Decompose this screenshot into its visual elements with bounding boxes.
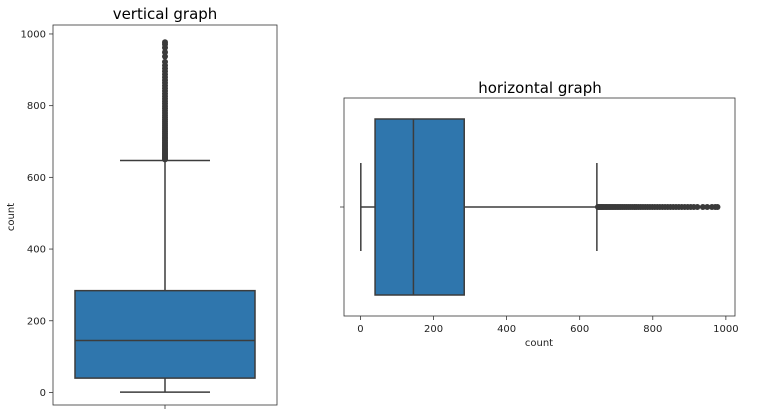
horizontal-outlier-point: [704, 204, 711, 210]
vertical-outlier-point: [162, 53, 168, 60]
vertical-chart-title: vertical graph: [113, 5, 218, 23]
vertical-outlier-point: [162, 39, 168, 46]
horizontal-x-tick-label: 800: [643, 324, 662, 335]
horizontal-x-tick-label: 600: [570, 324, 589, 335]
vertical-y-tick-label: 1000: [21, 29, 46, 40]
horizontal-x-tick-label: 1000: [713, 324, 738, 335]
horizontal-outlier-point: [694, 204, 701, 210]
vertical-iqr-box: [74, 289, 256, 379]
vertical-y-tick-label: 200: [27, 316, 46, 327]
horizontal-outlier-point: [714, 204, 721, 210]
vertical-y-tick-label: 400: [27, 245, 46, 256]
horizontal-x-tick-label: 0: [357, 324, 363, 335]
vertical-y-axis-label: count: [6, 203, 17, 231]
vertical-y-tick-label: 600: [27, 173, 46, 184]
horizontal-x-tick-label: 200: [424, 324, 443, 335]
horizontal-chart-title: horizontal graph: [478, 79, 602, 97]
vertical-y-tick-label: 800: [27, 101, 46, 112]
vertical-outlier-point: [162, 49, 168, 56]
horizontal-box-elements: [360, 118, 721, 296]
vertical-y-tick-label: 0: [40, 388, 46, 399]
horizontal-iqr-box: [374, 118, 465, 296]
vertical-boxplot: vertical graph 0 200 400 600 800 1000 count: [6, 5, 278, 409]
vertical-box-elements: [74, 39, 256, 393]
vertical-outlier-point: [162, 58, 168, 65]
horizontal-x-axis-label: count: [525, 338, 553, 349]
vertical-y-axis: 0 200 400 600 800 1000: [21, 29, 53, 399]
horizontal-x-tick-label: 400: [497, 324, 516, 335]
horizontal-x-axis: 0 200 400 600 800 1000: [357, 316, 739, 335]
horizontal-outlier-point: [699, 204, 706, 210]
horizontal-boxplot: horizontal graph 0 200 400 600 800 1000 count: [340, 79, 739, 349]
